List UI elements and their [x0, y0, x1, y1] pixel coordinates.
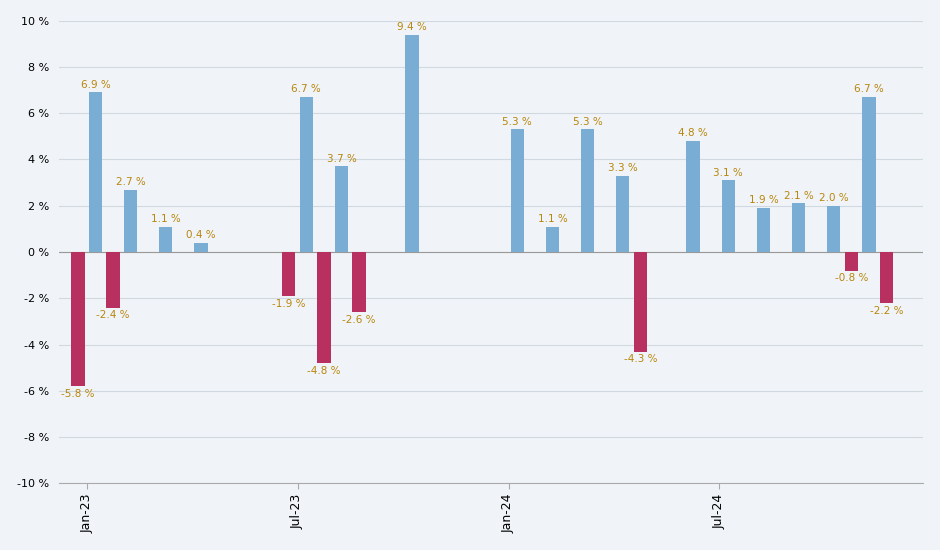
Text: 2.1 %: 2.1 %: [784, 191, 813, 201]
Text: 2.7 %: 2.7 %: [116, 177, 146, 187]
Bar: [827, 206, 840, 252]
Bar: [546, 227, 559, 252]
Text: 1.1 %: 1.1 %: [538, 214, 568, 224]
Text: -4.3 %: -4.3 %: [623, 354, 657, 364]
Text: 6.7 %: 6.7 %: [854, 84, 884, 94]
Text: -1.9 %: -1.9 %: [272, 299, 306, 309]
Bar: [634, 252, 647, 351]
Bar: [844, 252, 858, 271]
Bar: [195, 243, 208, 252]
Bar: [581, 129, 594, 252]
Bar: [124, 190, 137, 252]
Text: 3.1 %: 3.1 %: [713, 168, 744, 178]
Text: -5.8 %: -5.8 %: [61, 389, 95, 399]
Text: -2.2 %: -2.2 %: [870, 306, 903, 316]
Bar: [318, 252, 331, 363]
Text: 9.4 %: 9.4 %: [397, 22, 427, 32]
Bar: [510, 129, 524, 252]
Bar: [722, 180, 735, 252]
Text: 1.9 %: 1.9 %: [748, 195, 778, 205]
Text: -2.6 %: -2.6 %: [342, 315, 376, 325]
Text: 2.0 %: 2.0 %: [819, 193, 849, 203]
Bar: [71, 252, 85, 386]
Bar: [106, 252, 119, 307]
Bar: [300, 97, 313, 252]
Bar: [159, 227, 172, 252]
Text: 5.3 %: 5.3 %: [502, 117, 532, 126]
Bar: [791, 204, 806, 252]
Text: 0.4 %: 0.4 %: [186, 230, 215, 240]
Text: 5.3 %: 5.3 %: [572, 117, 603, 126]
Bar: [862, 97, 875, 252]
Text: -0.8 %: -0.8 %: [835, 273, 868, 283]
Bar: [616, 175, 630, 252]
Text: 1.1 %: 1.1 %: [150, 214, 180, 224]
Text: 4.8 %: 4.8 %: [678, 128, 708, 138]
Bar: [405, 35, 418, 252]
Bar: [880, 252, 893, 303]
Text: 6.7 %: 6.7 %: [291, 84, 321, 94]
Bar: [757, 208, 770, 252]
Bar: [282, 252, 295, 296]
Text: -2.4 %: -2.4 %: [96, 310, 130, 320]
Bar: [352, 252, 366, 312]
Text: -4.8 %: -4.8 %: [307, 366, 340, 376]
Bar: [88, 92, 102, 252]
Text: 3.7 %: 3.7 %: [326, 153, 356, 164]
Text: 6.9 %: 6.9 %: [81, 80, 110, 90]
Text: 3.3 %: 3.3 %: [608, 163, 637, 173]
Bar: [686, 141, 699, 252]
Bar: [335, 167, 348, 252]
